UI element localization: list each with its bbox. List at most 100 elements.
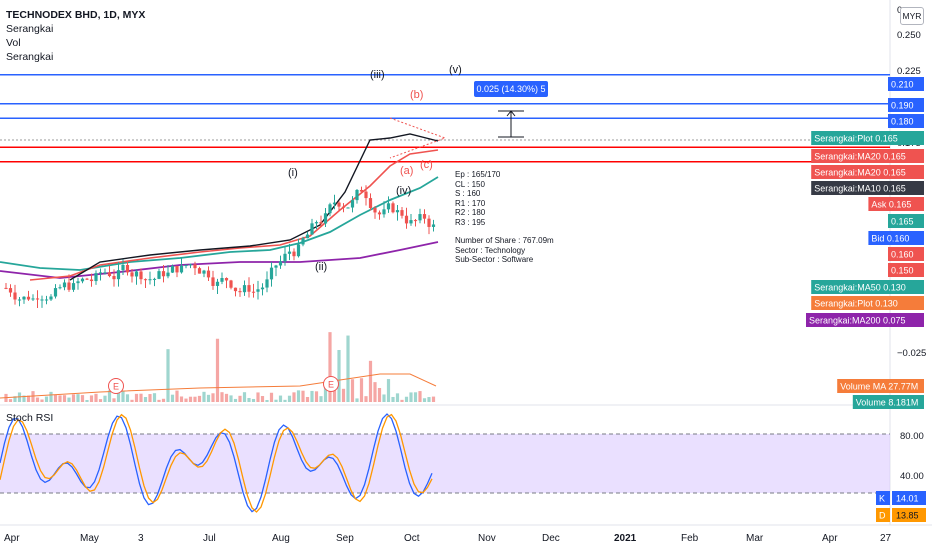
volume-bar	[328, 332, 332, 402]
candle-body	[337, 202, 341, 207]
tag-support-160[interactable]: 0.160	[888, 247, 924, 261]
stoch-k-line	[0, 413, 433, 513]
price-tag-bg	[811, 165, 924, 179]
ma10-line	[69, 133, 439, 281]
indicator-serangkai-2[interactable]: Serangkai	[6, 51, 54, 63]
volume-bar	[157, 399, 161, 402]
candle-body	[310, 223, 314, 235]
info-note: Ep : 165/170 CL : 150 S : 160 R1 : 170 R…	[455, 170, 554, 265]
candle-body	[350, 200, 355, 208]
volume-bar	[161, 398, 166, 402]
tag-ma20-b[interactable]: Serangkai:MA20 0.165	[811, 165, 924, 179]
candle-body	[80, 278, 85, 282]
indicator-serangkai-1[interactable]: Serangkai	[6, 23, 54, 35]
tag-ma200[interactable]: Serangkai:MA200 0.075	[806, 313, 924, 327]
info-line: Sub-Sector : Software	[455, 255, 534, 264]
tag-volume[interactable]: Volume 8.181M	[852, 395, 924, 409]
price-tag-text: Serangkai:Plot 0.165	[814, 134, 898, 144]
candle-body	[71, 283, 76, 290]
currency-button[interactable]: MYR	[900, 7, 924, 25]
volume-bar	[202, 391, 206, 402]
price-tag-bg	[811, 296, 924, 310]
volume-bar	[67, 397, 71, 402]
stoch-d-line	[0, 413, 433, 513]
tag-ma50[interactable]: Serangkai:MA50 0.130	[811, 280, 924, 294]
candle-body	[305, 234, 310, 239]
candle-body	[242, 285, 247, 293]
measure-label[interactable]: 0.025 (14.30%) 5	[474, 81, 548, 97]
tag-ask[interactable]: Ask 0.165	[868, 197, 924, 211]
volume-bar	[35, 397, 40, 402]
candle-body	[13, 292, 17, 300]
volume-bar	[31, 391, 35, 402]
tag-serangkai-plot[interactable]: Serangkai:Plot 0.165	[811, 131, 924, 145]
candle-body	[76, 281, 80, 284]
info-line: Sector : Technology	[455, 245, 526, 255]
time-axis-label: Apr	[4, 533, 20, 544]
candle-body	[413, 220, 418, 222]
price-tag-bg	[888, 98, 924, 112]
wave-label: (iii)	[370, 69, 385, 81]
time-axis-label: 27	[880, 533, 892, 544]
volume-bar	[332, 387, 337, 402]
volume-bar	[400, 399, 404, 402]
tag-support-150[interactable]: 0.150	[888, 263, 924, 277]
wave-label: (a)	[400, 165, 413, 177]
price-tag-bg	[888, 114, 924, 128]
time-axis-label: Jul	[203, 533, 216, 544]
volume-bar	[125, 394, 130, 402]
tag-serangkai-plot-2[interactable]: Serangkai:Plot 0.130	[811, 296, 924, 310]
candle-body	[391, 203, 395, 213]
candle-body	[278, 261, 283, 266]
candle-body	[355, 189, 359, 201]
candle-body	[107, 272, 112, 277]
tag-last[interactable]: 0.165	[888, 214, 924, 228]
tag-resistance-210[interactable]: 0.210	[888, 77, 924, 91]
time-axis-label: Apr	[822, 533, 838, 544]
tag-resistance-180[interactable]: 0.180	[888, 114, 924, 128]
candle-body	[328, 204, 332, 214]
indicator-vol[interactable]: Vol	[6, 37, 21, 49]
volume-bar	[13, 396, 17, 402]
tag-ma20-a[interactable]: Serangkai:MA20 0.165	[811, 149, 924, 163]
stoch-tag-label: K	[879, 494, 885, 504]
candle-body	[53, 288, 58, 297]
time-axis-label: May	[80, 533, 99, 544]
tag-volume-ma[interactable]: Volume MA 27.77M	[837, 379, 924, 393]
pattern-triangle	[389, 117, 447, 159]
candle-body	[44, 299, 49, 301]
tag-bid[interactable]: Bid 0.160	[868, 231, 924, 245]
candle-body	[175, 265, 179, 273]
volume-bar	[305, 396, 310, 402]
time-axis-label: Nov	[478, 533, 496, 544]
info-line: Number of Share : 767.09m	[455, 236, 554, 245]
price-tag-text: Volume 8.181M	[856, 398, 919, 408]
volume-bar	[197, 395, 202, 402]
candle-body	[139, 271, 143, 280]
candle-body	[98, 272, 103, 274]
candle-body	[197, 268, 202, 274]
volume-bar	[103, 395, 107, 402]
stoch-tag-label-bg	[876, 508, 890, 522]
volume-bar	[112, 398, 116, 402]
tag-resistance-190[interactable]: 0.190	[888, 98, 924, 112]
volume-bar	[310, 390, 314, 402]
price-tag-text: 0.210	[891, 80, 914, 90]
candle-body	[211, 277, 215, 286]
price-tag-text: Ask 0.165	[871, 200, 911, 210]
volume-bar	[229, 395, 233, 402]
ma50-line	[0, 176, 439, 271]
tag-ma10[interactable]: Serangkai:MA10 0.165	[811, 181, 924, 195]
price-tag-text: Serangkai:MA50 0.130	[814, 283, 906, 293]
candle-body	[265, 279, 269, 288]
time-axis-label: 3	[138, 533, 144, 544]
ma20-line	[29, 149, 439, 281]
volume-bar	[355, 398, 359, 402]
stoch-rsi-title[interactable]: Stoch RSI	[6, 412, 54, 424]
volume-bar	[251, 398, 256, 402]
volume-bar	[134, 393, 139, 402]
price-tag-bg	[868, 197, 924, 211]
candle-body	[418, 214, 422, 221]
